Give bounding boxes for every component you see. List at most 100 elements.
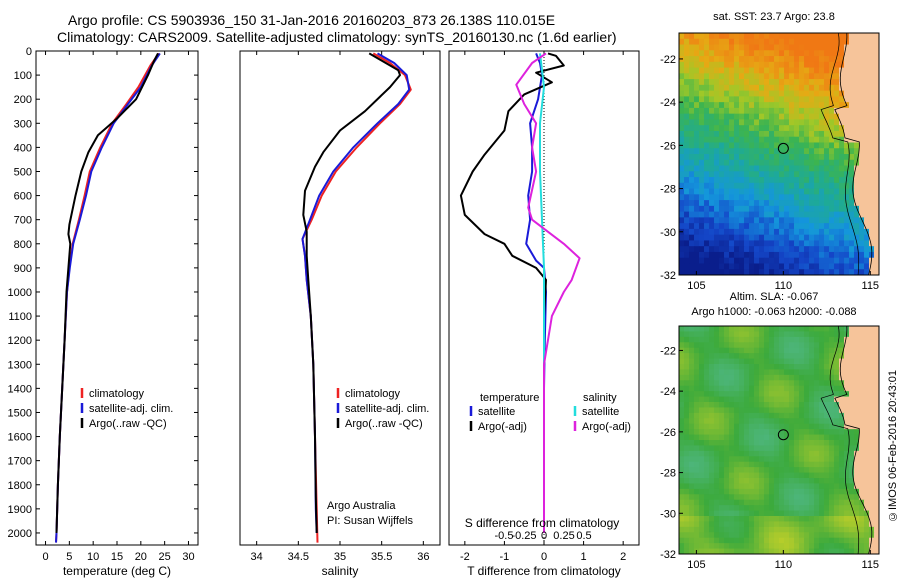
- map-cell: [829, 407, 835, 414]
- map-cell: [729, 505, 735, 512]
- map-cell: [704, 391, 710, 398]
- map-cell: [699, 211, 705, 218]
- map-cell: [694, 385, 700, 392]
- map-cell: [724, 385, 730, 392]
- map-cell: [699, 526, 705, 533]
- map-cell: [734, 434, 740, 441]
- map-cell: [749, 234, 755, 241]
- map-cell: [709, 136, 715, 143]
- map-cell: [779, 119, 785, 126]
- map-cell: [829, 84, 835, 92]
- map-cell: [704, 347, 710, 354]
- map-cell: [714, 223, 720, 230]
- map-cell: [744, 440, 750, 446]
- map-cell: [719, 188, 725, 195]
- map-cell: [799, 177, 805, 184]
- map-cell: [854, 423, 860, 430]
- map-cell: [839, 526, 845, 533]
- x-tick-label: 30: [182, 551, 194, 563]
- map-cell: [754, 369, 760, 376]
- map-cell: [699, 336, 705, 343]
- map-cell: [724, 391, 730, 398]
- map-cell: [779, 257, 785, 264]
- map-cell: [764, 211, 770, 218]
- map-cell: [804, 154, 810, 161]
- map-cell: [849, 494, 855, 501]
- map-cell: [809, 113, 815, 120]
- map-cell: [694, 240, 700, 247]
- map-x-tick-label: 115: [862, 280, 880, 292]
- map-cell: [804, 488, 810, 495]
- map-cell: [834, 369, 840, 376]
- map-cell: [839, 211, 845, 218]
- map-cell: [844, 440, 850, 446]
- map-cell: [784, 67, 790, 74]
- map-cell: [819, 516, 825, 522]
- map-cell: [734, 33, 740, 40]
- map-cell: [704, 499, 710, 506]
- map-cell: [839, 407, 845, 414]
- map-cell: [849, 472, 855, 479]
- map-cell: [869, 440, 875, 446]
- map-cell: [774, 246, 780, 253]
- map-cell: [689, 205, 695, 213]
- map-cell: [794, 125, 800, 132]
- map-cell: [764, 385, 770, 392]
- map-cell: [754, 246, 760, 253]
- map-cell: [859, 364, 865, 370]
- map-cell: [839, 154, 845, 161]
- map-cell: [859, 205, 865, 213]
- map-cell: [744, 488, 750, 495]
- map-cell: [714, 234, 720, 241]
- map-cell: [714, 90, 720, 97]
- map-cell: [729, 467, 735, 474]
- map-cell: [729, 263, 735, 270]
- map-cell: [854, 353, 860, 360]
- map-cell: [849, 263, 855, 270]
- map-cell: [754, 56, 760, 63]
- map-cell: [874, 461, 880, 468]
- map-cell: [769, 510, 775, 517]
- map-cell: [764, 182, 770, 190]
- map-cell: [679, 521, 685, 528]
- map-cell: [684, 548, 690, 555]
- map-cell: [684, 499, 690, 506]
- map-cell: [724, 505, 730, 512]
- map-cell: [724, 200, 730, 207]
- map-cell: [704, 102, 710, 109]
- map-cell: [749, 56, 755, 63]
- map-cell: [754, 188, 760, 195]
- map-cell: [784, 177, 790, 184]
- map-cell: [794, 488, 800, 495]
- map-cell: [774, 467, 780, 474]
- map-cell: [834, 336, 840, 343]
- map-cell: [709, 269, 715, 276]
- map-cell: [809, 125, 815, 132]
- map-cell: [819, 483, 825, 490]
- map-cell: [844, 429, 850, 436]
- map-cell: [819, 119, 825, 126]
- map-cell: [799, 113, 805, 120]
- map-cell: [739, 494, 745, 501]
- map-cell: [809, 326, 815, 332]
- map-cell: [734, 336, 740, 343]
- map-field: [679, 33, 880, 276]
- map-cell: [809, 331, 815, 338]
- map-cell: [839, 90, 845, 97]
- map-cell: [714, 205, 720, 213]
- map-cell: [839, 251, 845, 259]
- map-cell: [874, 478, 880, 484]
- map-cell: [859, 188, 865, 195]
- map-cell: [854, 194, 860, 201]
- map-cell: [774, 33, 780, 40]
- map-cell: [724, 429, 730, 436]
- map-cell: [719, 461, 725, 468]
- map-cell: [714, 353, 720, 360]
- map-cell: [814, 125, 820, 132]
- map-cell: [829, 412, 835, 419]
- map-cell: [709, 326, 715, 332]
- map-cell: [749, 217, 755, 224]
- map-cell: [784, 326, 790, 332]
- map-cell: [819, 402, 825, 408]
- map-cell: [844, 228, 850, 236]
